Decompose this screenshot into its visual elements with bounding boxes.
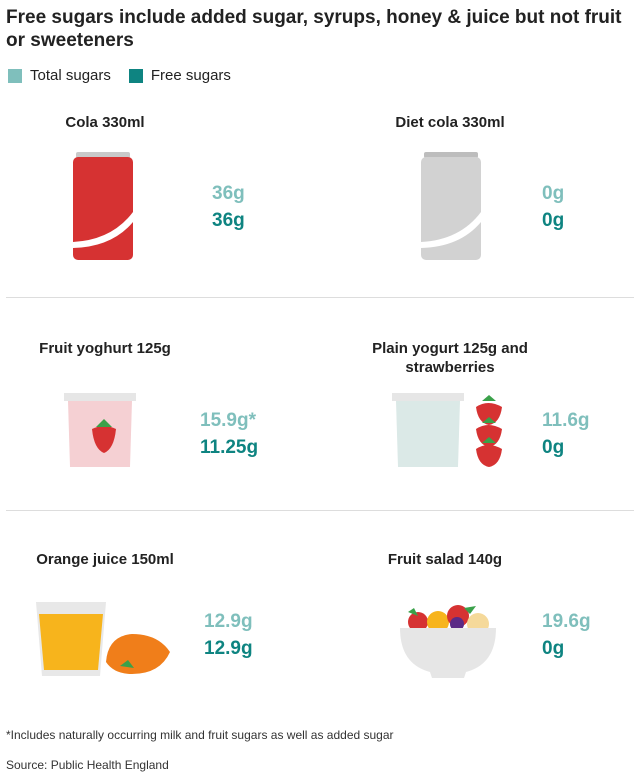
legend-label: Free sugars (150, 67, 231, 84)
item-fruit-yoghurt: Fruit yoghurt 125g 15.9g* 11.25g (0, 335, 320, 525)
total-sugars-value: 36g (212, 183, 245, 204)
free-sugars-value: 11.25g (200, 437, 259, 458)
item-name: Cola 330ml (65, 114, 145, 131)
orange-juice-icon (36, 602, 170, 676)
divider (6, 510, 634, 511)
legend: Total sugars Free sugars (8, 67, 231, 84)
cola-can-icon (73, 152, 133, 260)
item-values: 36g 36g (212, 180, 245, 234)
divider (6, 297, 634, 298)
item-values: 11.6g 0g (542, 407, 590, 461)
diet-cola-can-icon (421, 152, 481, 260)
item-cola: Cola 330ml 36g 36g (0, 108, 320, 298)
item-name: Plain yogurt 125g and strawberries (372, 340, 528, 376)
item-name: Fruit salad 140g (387, 551, 503, 568)
total-sugars-value: 15.9g* (200, 410, 256, 431)
item-values: 12.9g 12.9g (204, 608, 253, 662)
legend-label: Total sugars (30, 67, 111, 84)
legend-free: Free sugars (128, 67, 231, 84)
plain-yogurt-strawberries-icon (392, 393, 502, 467)
item-diet-cola: Diet cola 330ml 0g 0g (320, 108, 640, 298)
item-orange-juice: Orange juice 150ml 12.9g 12.9g (0, 546, 320, 736)
free-sugars-value: 0g (542, 437, 565, 458)
page-title: Free sugars include added sugar, syrups,… (6, 7, 622, 51)
free-sugars-value: 12.9g (204, 638, 253, 659)
free-sugars-value: 0g (542, 638, 565, 659)
item-values: 15.9g* 11.25g (200, 407, 258, 461)
footnote: *Includes naturally occurring milk and f… (6, 728, 394, 742)
legend-swatch-total (8, 68, 22, 83)
item-name: Orange juice 150ml (36, 551, 174, 568)
total-sugars-value: 19.6g (542, 611, 591, 632)
total-sugars-value: 12.9g (204, 611, 253, 632)
item-fruit-salad: Fruit salad 140g 19.6g 0g (320, 546, 640, 736)
item-name: Diet cola 330ml (395, 114, 505, 131)
item-values: 0g 0g (542, 180, 564, 234)
fruit-yoghurt-icon (64, 393, 136, 467)
total-sugars-value: 11.6g (542, 410, 590, 431)
item-plain-yogurt: Plain yogurt 125g and strawberries 11.6g… (320, 335, 640, 525)
legend-swatch-free (128, 68, 143, 83)
source: Source: Public Health England (6, 758, 169, 772)
legend-total: Total sugars (8, 67, 111, 84)
fruit-salad-icon (400, 605, 496, 678)
item-values: 19.6g 0g (542, 608, 591, 662)
total-sugars-value: 0g (542, 183, 565, 204)
free-sugars-value: 0g (542, 210, 565, 231)
item-name: Fruit yoghurt 125g (39, 340, 171, 357)
free-sugars-value: 36g (212, 210, 245, 231)
